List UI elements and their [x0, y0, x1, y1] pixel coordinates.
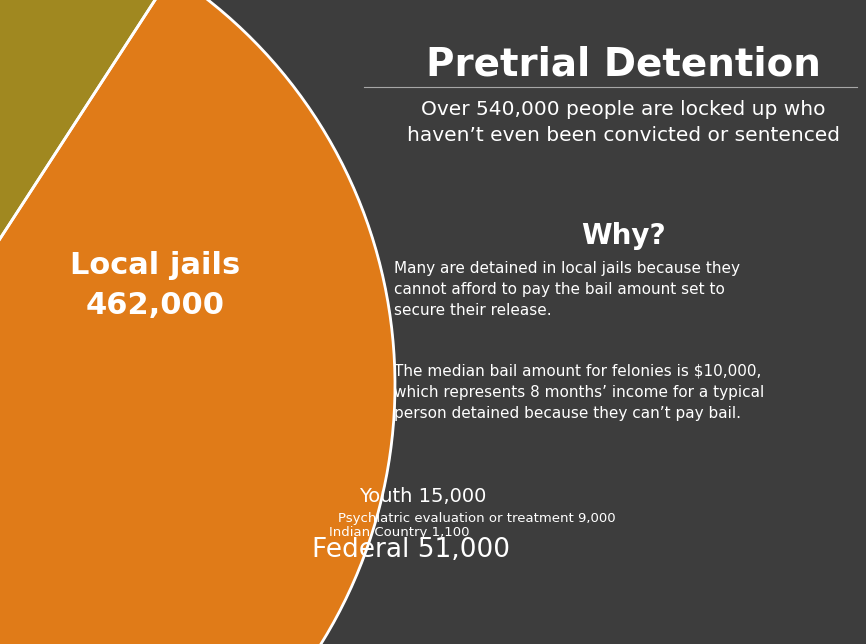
Text: Why?: Why?	[581, 222, 666, 250]
Text: Psychiatric evaluation or treatment 9,000: Psychiatric evaluation or treatment 9,00…	[338, 512, 616, 525]
Text: Many are detained in local jails because they
cannot afford to pay the bail amou: Many are detained in local jails because…	[394, 261, 740, 318]
Polygon shape	[0, 0, 395, 644]
Text: Indian Country 1,100: Indian Country 1,100	[329, 526, 469, 539]
Text: The median bail amount for felonies is $10,000,
which represents 8 months’ incom: The median bail amount for felonies is $…	[394, 364, 765, 421]
Text: 462,000: 462,000	[86, 291, 225, 320]
Polygon shape	[0, 0, 171, 385]
Text: Over 540,000 people are locked up who
haven’t even been convicted or sentenced: Over 540,000 people are locked up who ha…	[407, 100, 840, 144]
Text: Federal 51,000: Federal 51,000	[312, 538, 510, 564]
Text: Local jails: Local jails	[70, 251, 241, 280]
Text: Pretrial Detention: Pretrial Detention	[426, 45, 821, 83]
Text: Youth 15,000: Youth 15,000	[359, 486, 487, 506]
